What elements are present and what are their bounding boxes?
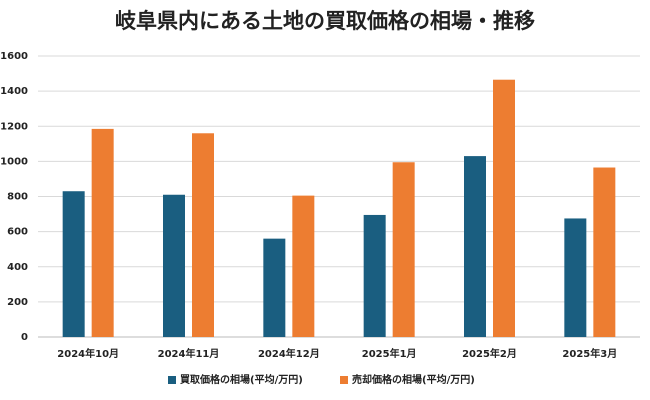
bar <box>91 128 114 337</box>
y-tick-label: 1400 <box>0 86 28 97</box>
bar <box>392 162 415 337</box>
x-tick-label: 2025年2月 <box>462 347 517 360</box>
bar <box>263 238 286 337</box>
legend-label: 買取価格の相場(平均/万円) <box>180 373 303 386</box>
x-tick-label: 2025年3月 <box>562 347 617 360</box>
bar <box>564 218 587 337</box>
bar <box>163 194 185 337</box>
bar <box>464 156 486 337</box>
bar <box>593 167 616 337</box>
bar <box>62 191 85 337</box>
y-tick-label: 1600 <box>0 51 28 62</box>
chart-title: 岐阜県内にある土地の買取価格の相場・推移 <box>115 9 535 33</box>
y-tick-label: 1000 <box>0 156 28 167</box>
legend-swatch <box>340 376 348 384</box>
y-tick-label: 0 <box>21 332 28 343</box>
x-tick-label: 2025年1月 <box>362 347 417 360</box>
y-tick-label: 600 <box>7 227 28 238</box>
y-tick-label: 800 <box>7 192 28 203</box>
x-tick-label: 2024年10月 <box>57 347 119 360</box>
x-tick-label: 2024年11月 <box>158 347 220 360</box>
bar <box>493 79 515 337</box>
legend-label: 売却価格の相場(平均/万円) <box>352 373 475 386</box>
y-tick-label: 400 <box>7 262 28 273</box>
y-tick-label: 200 <box>7 297 28 308</box>
y-tick-label: 1200 <box>0 121 28 132</box>
bar <box>363 214 386 337</box>
x-tick-label: 2024年12月 <box>258 347 320 360</box>
legend-swatch <box>168 376 176 384</box>
bar <box>192 133 214 337</box>
bar <box>292 195 315 337</box>
